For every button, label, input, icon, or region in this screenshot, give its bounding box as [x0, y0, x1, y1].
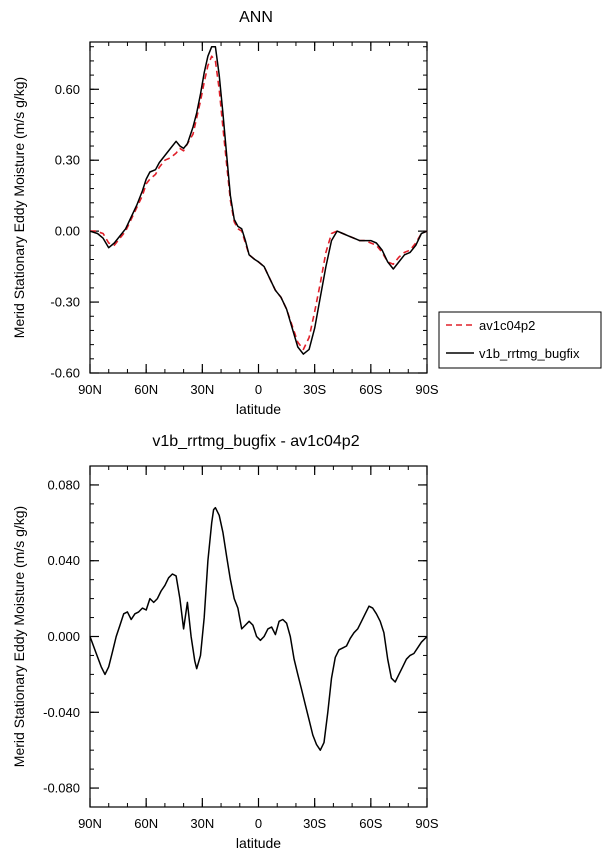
y-tick-label: 0.040 [47, 553, 80, 568]
chart-1: 90N 60N 30N 0 30S 60S 90S -0.60 -0.30 0.00 0.30 0.6… [11, 41, 439, 417]
legend: av1c04p2 v1b_rrtmg_bugfix [438, 311, 602, 369]
plot-frame [89, 41, 428, 374]
y-axis-title: Merid Stationary Eddy Moisture (m/s g/kg… [11, 506, 27, 767]
x-tick-label: 90N [78, 382, 102, 397]
y-tick-label: 0.60 [55, 82, 80, 97]
y-tick-label: -0.080 [43, 781, 80, 796]
bottom-plot-title: v1b_rrtmg_bugfix - av1c04p2 [152, 433, 359, 450]
series-line-v1b-rrtmg-bugfix-av1c04p2 [89, 506, 428, 751]
x-tick-label: 30N [190, 382, 214, 397]
y-tick-label: 0.00 [55, 224, 80, 239]
series-line-v1b-rrtmg-bugfix [89, 45, 428, 355]
plot-frame [89, 465, 428, 808]
legend-label-av1c04p2: av1c04p2 [479, 318, 535, 333]
x-axis-title: latitude [236, 835, 281, 851]
y-tick-label: -0.30 [50, 295, 80, 310]
x-tick-label: 60S [359, 816, 382, 831]
x-tick-label: 90N [78, 816, 102, 831]
x-tick-label: 30S [303, 382, 326, 397]
series-line-av1c04p2 [90, 55, 428, 351]
y-axis-title: Merid Stationary Eddy Moisture (m/s g/kg… [11, 77, 27, 338]
y-tick-label: -0.040 [43, 705, 80, 720]
x-axis-title: latitude [236, 401, 281, 417]
x-tick-label: 30S [303, 816, 326, 831]
x-tick-label: 0 [255, 382, 262, 397]
x-tick-label: 60N [134, 816, 158, 831]
x-tick-label: 30N [190, 816, 214, 831]
legend-box [438, 311, 602, 369]
y-tick-label: -0.60 [50, 366, 80, 381]
x-tick-label: 60S [359, 382, 382, 397]
x-tick-label: 90S [415, 382, 438, 397]
x-tick-label: 90S [415, 816, 438, 831]
chart-2: 90N 60N 30N 0 30S 60S 90S -0.080 -0.040 0.000 0.04… [11, 465, 439, 851]
x-tick-label: 60N [134, 382, 158, 397]
y-tick-label: 0.30 [55, 153, 80, 168]
y-tick-label: 0.000 [47, 629, 80, 644]
top-plot-title: ANN [239, 9, 273, 26]
y-tick-label: 0.080 [47, 477, 80, 492]
x-tick-label: 0 [255, 816, 262, 831]
legend-label-v1b-rrtmg-bugfix: v1b_rrtmg_bugfix [479, 346, 580, 361]
